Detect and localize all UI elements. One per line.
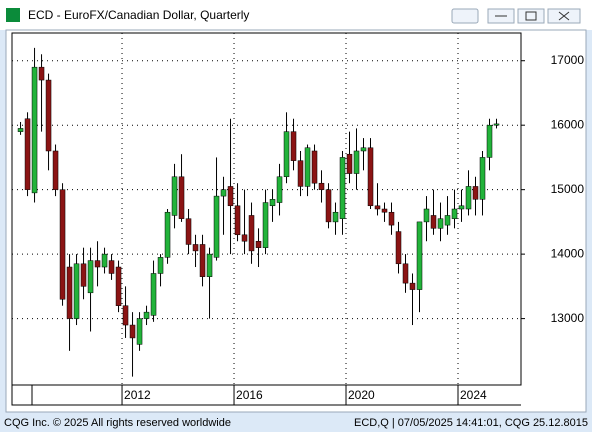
y-tick-label: 17000 [551, 53, 585, 67]
x-tick-label: 2016 [236, 388, 263, 402]
candle-body [129, 324, 136, 339]
candle-body [150, 273, 157, 316]
candle-body [290, 131, 297, 161]
candle-body [430, 215, 437, 229]
candle-body [325, 189, 332, 223]
candle-body [465, 186, 472, 210]
candle-body [332, 211, 339, 223]
candle-body [255, 240, 262, 248]
candle-body [45, 79, 52, 152]
candle-body [227, 186, 234, 207]
candle-body [367, 147, 374, 207]
candle-body [178, 176, 185, 219]
candle-body [388, 211, 395, 226]
candle-body [248, 215, 255, 252]
candle-body [304, 147, 311, 187]
candle-body [269, 199, 276, 207]
footer-right: ECD,Q | 07/05/2025 14:41:01, CQG 25.12.8… [354, 417, 588, 429]
maximize-button[interactable] [517, 8, 545, 24]
candle-body [94, 260, 101, 268]
candle-body [220, 189, 227, 197]
candle-body [87, 260, 94, 294]
candle-body [472, 186, 479, 200]
candle-body [185, 218, 192, 245]
candle-body [458, 205, 465, 210]
candle-body [283, 131, 290, 178]
candle-body [241, 234, 248, 242]
candle-body [381, 208, 388, 213]
candle-body [402, 263, 409, 284]
window-title: ECD - EuroFX/Canadian Dollar, Quarterly [28, 8, 249, 22]
y-tick-label: 15000 [551, 182, 585, 196]
y-tick-label: 14000 [551, 246, 585, 260]
candle-body [164, 211, 171, 258]
candle-body [374, 205, 381, 210]
candle-body [52, 150, 59, 190]
candle-body [59, 189, 66, 300]
candle-body [192, 244, 199, 252]
y-tick-label: 16000 [551, 117, 585, 131]
candle-body [73, 263, 80, 319]
candle-body [80, 263, 87, 287]
candle-body [451, 208, 458, 219]
candle-body [276, 176, 283, 203]
candle-body [416, 221, 423, 290]
candle-body [206, 253, 213, 277]
candle-body [17, 128, 24, 132]
candle-body [409, 282, 416, 290]
link-button[interactable] [451, 8, 479, 24]
candle-body [486, 124, 493, 158]
candle-body [318, 182, 325, 190]
x-tick-label: 2012 [124, 388, 151, 402]
corner-box [11, 384, 33, 406]
candle-body [339, 157, 346, 219]
candle-body [234, 205, 241, 236]
candle-body [38, 66, 45, 81]
candle-body [493, 123, 500, 126]
candle-body [101, 253, 108, 268]
candle-body [360, 147, 367, 152]
x-tick-label: 2020 [348, 388, 375, 402]
candle-body [311, 150, 318, 184]
candle-body [213, 195, 220, 258]
candle-body [108, 260, 115, 274]
footer-left: CQG Inc. © 2025 All rights reserved worl… [4, 417, 231, 429]
candle-body [444, 215, 451, 226]
candle-body [66, 266, 73, 319]
candle-body [262, 202, 269, 248]
candle-body [115, 266, 122, 306]
x-tick-label: 2024 [460, 388, 487, 402]
app-icon [6, 8, 20, 22]
candle-body [437, 218, 444, 229]
candle-body [24, 118, 31, 190]
candle-body [171, 176, 178, 216]
close-icon [558, 11, 570, 21]
candle-body [297, 160, 304, 187]
candle-body [353, 150, 360, 174]
candle-body [143, 311, 150, 319]
candle-body [157, 257, 164, 274]
maximize-icon [525, 11, 537, 21]
candle-body [136, 318, 143, 345]
candle-body [423, 208, 430, 223]
candle-body [122, 305, 129, 326]
candle-body [199, 244, 206, 277]
y-tick-label: 13000 [551, 311, 585, 325]
candle-body [395, 231, 402, 265]
candle-body [346, 153, 353, 174]
candle-body [31, 66, 38, 194]
candle-body [479, 157, 486, 200]
